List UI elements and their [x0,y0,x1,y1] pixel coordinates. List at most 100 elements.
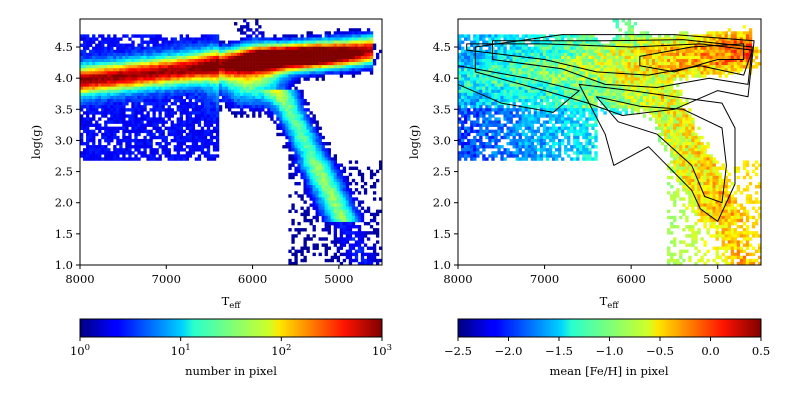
heatmap-cell [149,108,153,112]
heatmap-cell [116,77,120,81]
heatmap-cell [303,52,307,57]
heatmap-cell [209,74,214,78]
heatmap-cell [330,43,334,47]
heatmap-cell [533,92,538,97]
heatmap-cell [104,105,108,109]
heatmap-cell [461,49,465,54]
heatmap-cell [354,160,359,164]
heatmap-cell [333,255,337,260]
heatmap-cell [461,80,465,84]
heatmap-cell [167,83,171,87]
heatmap-cell [306,37,310,41]
heatmap-cell [321,77,325,81]
heatmap-cell [485,98,489,103]
heatmap-cell [221,40,226,44]
heatmap-cell [243,55,247,60]
heatmap-cell [351,206,356,210]
heatmap-cell [351,68,356,72]
heatmap-cell [482,142,486,146]
heatmap-cell [188,55,193,60]
heatmap-cell [243,65,247,69]
heatmap-cell [573,105,577,109]
heatmap-cell [92,89,96,94]
heatmap-cell [512,142,516,146]
heatmap-cell [231,55,235,60]
heatmap-cell [551,95,556,100]
heatmap-cell [92,102,96,106]
heatmap-cell [336,178,341,183]
heatmap-cell [567,55,571,60]
heatmap-cell [191,92,196,97]
heatmap-cell [95,111,99,115]
heatmap-cell [533,34,538,38]
heatmap-cell [570,117,574,121]
heatmap-cell [464,89,468,94]
heatmap-cell [95,108,99,112]
heatmap-cell [339,228,344,232]
heatmap-cell [267,95,271,100]
heatmap-cell [197,86,202,91]
heatmap-cell [351,74,356,78]
heatmap-cell [221,71,226,75]
heatmap-cell [564,132,568,137]
heatmap-cell [573,74,577,78]
heatmap-cell [170,114,174,118]
heatmap-cell [360,185,365,189]
heatmap-cell [506,98,510,103]
heatmap-cell [554,117,559,121]
y-tick-label: 3.0 [55,133,73,147]
heatmap-cell [122,49,126,54]
heatmap-cell [482,98,486,103]
heatmap-cell [240,74,244,78]
heatmap-cell [357,240,362,244]
heatmap-cell [122,120,126,124]
heatmap-cell [303,117,307,121]
heatmap-cell [369,40,374,44]
heatmap-cell [255,43,259,47]
heatmap-cell [267,89,271,94]
heatmap-cell [554,62,559,66]
heatmap-cell [227,74,232,78]
heatmap-cell [224,49,229,54]
heatmap-cell [515,52,519,57]
heatmap-cell [206,154,211,158]
heatmap-cell [143,49,147,54]
heatmap-cell [246,25,250,29]
heatmap-cell [122,80,126,84]
heatmap-cell [249,58,253,63]
heatmap-cell [324,58,328,63]
heatmap-cell [312,181,316,186]
heatmap-cell [89,105,93,109]
heatmap-cell [294,55,298,60]
heatmap-cell [86,58,90,63]
heatmap-cell [297,49,301,54]
heatmap-cell [521,58,525,63]
heatmap-cell [101,86,105,91]
heatmap-cell [80,43,84,47]
heatmap-cell [297,181,301,186]
heatmap-cell [152,49,156,54]
heatmap-cell [539,123,544,127]
heatmap-cell [131,34,135,38]
heatmap-cell [89,52,93,57]
heatmap-cell [530,98,535,103]
heatmap-cell [351,55,356,60]
heatmap-cell [491,80,495,84]
heatmap-cell [369,62,374,66]
heatmap-cell [330,52,334,57]
heatmap-cell [234,49,238,54]
heatmap-cell [536,80,541,84]
heatmap-cell [119,95,123,100]
heatmap-cell [279,65,283,69]
heatmap-cell [227,68,232,72]
heatmap-cell [170,95,174,100]
heatmap-cell [327,206,331,210]
heatmap-cell [218,43,223,47]
heatmap-cell [243,111,247,115]
heatmap-cell [306,249,310,254]
heatmap-cell [315,163,319,167]
heatmap-cell [570,114,574,118]
heatmap-cell [188,138,193,143]
heatmap-cell [458,37,462,41]
heatmap-cell [101,108,105,112]
